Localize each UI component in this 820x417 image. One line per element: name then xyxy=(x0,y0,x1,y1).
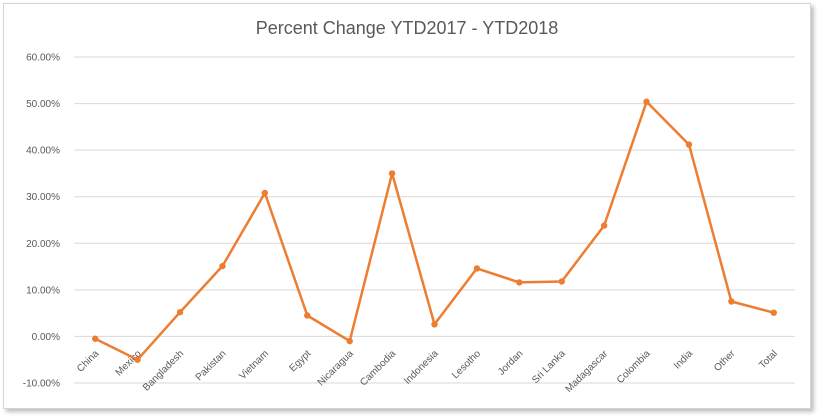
data-point xyxy=(261,189,269,197)
x-tick-label: Vietnam xyxy=(237,348,271,382)
x-tick-label: India xyxy=(672,348,695,371)
data-point xyxy=(134,356,141,363)
data-point xyxy=(346,337,353,345)
x-tick-label: Madagascar xyxy=(564,348,611,395)
data-point xyxy=(219,262,226,270)
y-tick-label: 60.00% xyxy=(26,53,60,64)
x-tick-label: Total xyxy=(757,348,780,371)
y-tick-label: 50.00% xyxy=(26,99,60,110)
y-tick-label: 30.00% xyxy=(26,192,60,203)
series xyxy=(92,98,777,363)
x-tick-label: Indonesia xyxy=(402,348,441,387)
data-point xyxy=(643,98,650,105)
data-point xyxy=(92,335,99,342)
y-tick-label: 40.00% xyxy=(26,146,60,157)
x-tick-label: China xyxy=(75,348,102,375)
x-tick-label: Jordan xyxy=(496,348,525,377)
x-tick-label: Lesotho xyxy=(450,348,483,381)
series-line xyxy=(94,100,775,361)
x-tick-label: Nicaragua xyxy=(316,348,356,388)
data-point xyxy=(176,309,184,316)
chart-title: Percent Change YTD2017 - YTD2018 xyxy=(255,18,559,38)
y-axis-labels: 60.00% 50.00% 40.00% 30.00% 20.00% 10.00% 0.00… xyxy=(23,53,60,390)
y-tick-label: 0.00% xyxy=(32,332,60,343)
data-point xyxy=(431,321,438,328)
x-tick-label: Colombia xyxy=(615,348,653,386)
data-point xyxy=(516,279,523,286)
data-point xyxy=(728,298,735,305)
y-tick-label: -10.00% xyxy=(23,379,60,390)
y-tick-label: 20.00% xyxy=(26,239,60,250)
data-point xyxy=(685,141,693,148)
gridlines xyxy=(74,56,795,384)
y-tick-label: 10.00% xyxy=(26,285,60,296)
chart-frame: Percent Change YTD2017 - YTD2018 60.00% 5… xyxy=(3,3,811,409)
x-tick-label: Other xyxy=(712,348,738,374)
x-tick-label: Mexico xyxy=(114,348,144,378)
x-tick-label: Bangladesh xyxy=(141,348,186,393)
x-tick-label: Pakistan xyxy=(194,348,229,383)
data-point xyxy=(473,265,481,272)
data-point xyxy=(388,170,396,177)
x-tick-label: Cambodia xyxy=(358,348,398,388)
x-tick-label: Egypt xyxy=(288,348,314,374)
data-point xyxy=(770,309,777,316)
data-point xyxy=(304,312,311,319)
line-chart: 60.00% 50.00% 40.00% 30.00% 20.00% 10.00% 0.00… xyxy=(23,53,795,395)
data-point xyxy=(600,222,608,229)
data-point xyxy=(558,278,565,285)
x-tick-label: Sri Lanka xyxy=(530,348,568,386)
